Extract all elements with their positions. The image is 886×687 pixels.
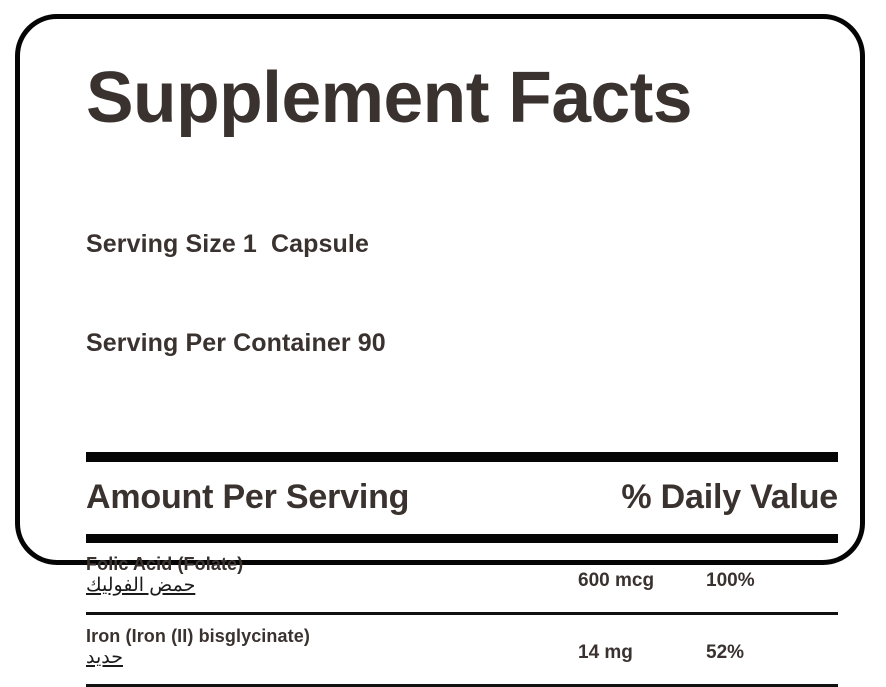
table-header-row: Amount Per Serving % Daily Value [86,462,838,534]
nutrient-name-ar: حمض الفوليك [86,574,196,596]
column-header-amount-per-serving: Amount Per Serving [86,478,410,517]
page-title: Supplement Facts [86,58,693,138]
serving-size-text: Serving Size 1 Capsule [86,229,369,258]
label-panel-border: Supplement Facts Serving Size 1 Capsule … [15,14,865,687]
serving-info: Serving Size 1 Capsule Serving Per Conta… [86,162,838,426]
divider-thick-top [86,451,838,462]
table-row: Folic Acid (Folate) حمض الفوليك 600 mcg … [86,543,838,612]
table-row: Iron (Iron (II) bisglycinate) حديد 14 mg… [86,615,838,684]
nutrient-name-ar: حديد [86,646,123,668]
divider-thick-bottom [86,533,838,543]
column-header-daily-value: % Daily Value [621,478,838,517]
nutrient-name-en: Iron (Iron (II) bisglycinate) [86,625,310,646]
nutrient-amount: 600 mcg [578,569,655,591]
supplement-facts-label: Supplement Facts Serving Size 1 Capsule … [15,14,865,687]
label-content: Supplement Facts Serving Size 1 Capsule … [86,58,838,687]
nutrient-daily-value: 52% [706,641,745,663]
divider-thin-bottom [86,683,838,687]
nutrient-amount: 14 mg [578,641,633,663]
servings-per-container-text: Serving Per Container 90 [86,328,386,357]
nutrient-name-en: Folic Acid (Folate) [86,553,244,574]
nutrient-daily-value: 100% [706,569,755,591]
